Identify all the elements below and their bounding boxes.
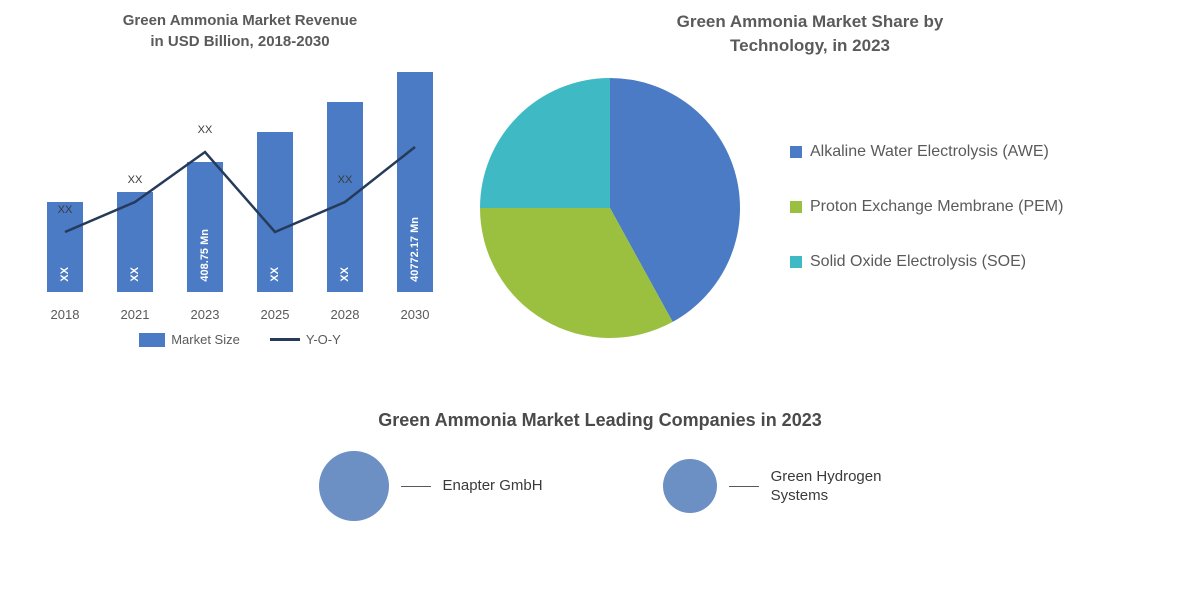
- bar-chart-legend: Market Size Y-O-Y: [30, 332, 450, 347]
- legend-yoy: Y-O-Y: [270, 332, 341, 347]
- company-bubble: [663, 459, 717, 513]
- x-axis-label: 2025: [245, 307, 305, 322]
- pie-svg-wrap: [450, 68, 770, 348]
- pie-chart-panel: Green Ammonia Market Share by Technology…: [450, 10, 1170, 390]
- pie-legend-label: Solid Oxide Electrolysis (SOE): [810, 252, 1026, 273]
- bar-chart-title: Green Ammonia Market Revenue in USD Bill…: [30, 10, 450, 52]
- company-bubble: [319, 451, 389, 521]
- company-bubble-item: Enapter GmbH: [319, 451, 543, 521]
- bar-title-l1: Green Ammonia Market Revenue: [123, 12, 358, 29]
- company-label: Green HydrogenSystems: [771, 467, 882, 506]
- bubble-connector: [729, 486, 759, 487]
- companies-title: Green Ammonia Market Leading Companies i…: [30, 410, 1170, 431]
- pie-legend-swatch: [790, 201, 802, 213]
- pie-slice: [480, 78, 610, 208]
- pie-chart-title: Green Ammonia Market Share by Technology…: [450, 10, 1170, 58]
- company-bubble-item: Green HydrogenSystems: [663, 459, 882, 513]
- bar-title-l2: in USD Billion, 2018-2030: [150, 33, 329, 50]
- bubble-connector: [401, 486, 431, 487]
- yoy-point-label: XX: [58, 204, 73, 216]
- x-axis-label: 2028: [315, 307, 375, 322]
- pie-legend-item: Proton Exchange Membrane (PEM): [790, 197, 1170, 218]
- pie-legend-label: Alkaline Water Electrolysis (AWE): [810, 142, 1049, 163]
- legend-market-size: Market Size: [139, 332, 240, 347]
- pie-legend: Alkaline Water Electrolysis (AWE) Proton …: [770, 68, 1170, 348]
- legend-bar-label: Market Size: [171, 332, 240, 347]
- pie-title-l1: Green Ammonia Market Share by: [677, 12, 944, 31]
- pie-legend-item: Alkaline Water Electrolysis (AWE): [790, 142, 1170, 163]
- legend-line-label: Y-O-Y: [306, 332, 341, 347]
- company-label: Enapter GmbH: [443, 476, 543, 496]
- company-bubbles: Enapter GmbH Green HydrogenSystems: [30, 451, 1170, 521]
- yoy-point-label: XX: [338, 174, 353, 186]
- yoy-point-label: XX: [128, 174, 143, 186]
- pie-legend-swatch: [790, 256, 802, 268]
- pie-title-l2: Technology, in 2023: [730, 36, 890, 55]
- x-axis-label: 2021: [105, 307, 165, 322]
- pie-chart: [470, 68, 750, 348]
- x-axis-label: 2023: [175, 307, 235, 322]
- pie-legend-swatch: [790, 146, 802, 158]
- pie-legend-item: Solid Oxide Electrolysis (SOE): [790, 252, 1170, 273]
- x-axis-label: 2018: [35, 307, 95, 322]
- pie-legend-label: Proton Exchange Membrane (PEM): [810, 197, 1063, 218]
- x-axis-label: 2030: [385, 307, 445, 322]
- bar-chart-panel: Green Ammonia Market Revenue in USD Bill…: [30, 10, 450, 390]
- bar-chart-area: XXXX408.75 MnXXXX40772.17 Mn XXXXXXXX 20…: [30, 62, 450, 332]
- companies-section: Green Ammonia Market Leading Companies i…: [0, 400, 1200, 531]
- yoy-point-label: XX: [198, 124, 213, 136]
